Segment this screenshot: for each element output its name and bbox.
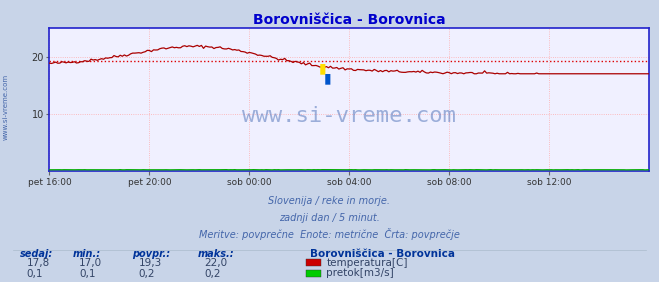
Text: 17,8: 17,8 <box>26 259 49 268</box>
Text: sedaj:: sedaj: <box>20 249 53 259</box>
Text: ▮: ▮ <box>324 71 331 85</box>
Text: Borovniščica - Borovnica: Borovniščica - Borovnica <box>310 249 455 259</box>
Text: zadnji dan / 5 minut.: zadnji dan / 5 minut. <box>279 213 380 223</box>
Text: min.:: min.: <box>72 249 101 259</box>
Text: pretok[m3/s]: pretok[m3/s] <box>326 268 394 278</box>
Text: temperatura[C]: temperatura[C] <box>326 258 408 268</box>
Text: www.si-vreme.com: www.si-vreme.com <box>2 74 9 140</box>
Text: 22,0: 22,0 <box>204 259 227 268</box>
Text: Slovenija / reke in morje.: Slovenija / reke in morje. <box>268 197 391 206</box>
Text: Meritve: povprečne  Enote: metrične  Črta: povprečje: Meritve: povprečne Enote: metrične Črta:… <box>199 228 460 240</box>
Text: maks.:: maks.: <box>198 249 235 259</box>
Text: 17,0: 17,0 <box>79 259 102 268</box>
Title: Borovniščica - Borovnica: Borovniščica - Borovnica <box>253 13 445 27</box>
Text: 19,3: 19,3 <box>138 259 161 268</box>
Text: 0,2: 0,2 <box>204 269 221 279</box>
Text: 0,1: 0,1 <box>79 269 96 279</box>
Text: povpr.:: povpr.: <box>132 249 170 259</box>
Text: 0,2: 0,2 <box>138 269 155 279</box>
Text: 0,1: 0,1 <box>26 269 43 279</box>
Text: ▮: ▮ <box>318 61 326 75</box>
Text: www.si-vreme.com: www.si-vreme.com <box>243 107 456 127</box>
